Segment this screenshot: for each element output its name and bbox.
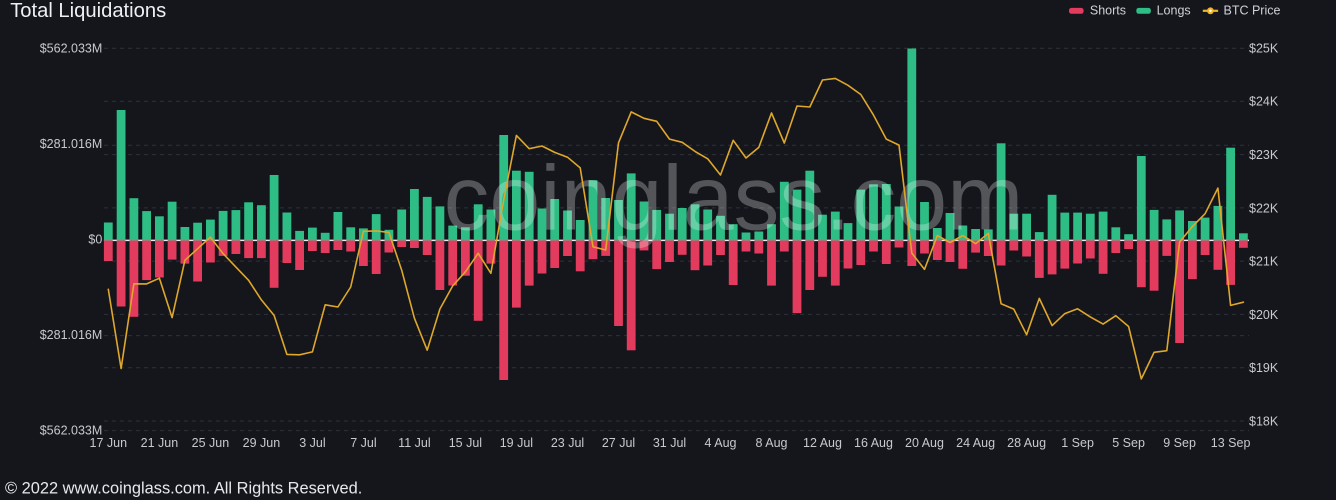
svg-text:$24K: $24K	[1249, 95, 1279, 109]
svg-text:19 Jul: 19 Jul	[500, 436, 533, 450]
svg-text:17 Jun: 17 Jun	[90, 436, 128, 450]
svg-text:13 Sep: 13 Sep	[1211, 436, 1251, 450]
svg-text:$281.016M: $281.016M	[40, 328, 103, 342]
svg-text:© 2022 www.coinglass.com. All: © 2022 www.coinglass.com. All Rights Res…	[5, 479, 362, 497]
svg-text:21 Jun: 21 Jun	[141, 436, 179, 450]
svg-text:Longs: Longs	[1157, 4, 1191, 18]
svg-text:$23K: $23K	[1249, 148, 1279, 162]
svg-text:$25K: $25K	[1249, 41, 1279, 55]
svg-text:8 Aug: 8 Aug	[756, 436, 788, 450]
svg-text:$22K: $22K	[1249, 201, 1279, 215]
svg-text:15 Jul: 15 Jul	[449, 436, 482, 450]
svg-text:20 Aug: 20 Aug	[905, 436, 944, 450]
svg-text:Shorts: Shorts	[1090, 4, 1126, 18]
svg-text:$18K: $18K	[1249, 414, 1279, 428]
svg-text:27 Jul: 27 Jul	[602, 436, 635, 450]
svg-text:23 Jul: 23 Jul	[551, 436, 584, 450]
svg-text:$562.033M: $562.033M	[40, 424, 103, 438]
svg-text:$19K: $19K	[1249, 361, 1279, 375]
svg-text:12 Aug: 12 Aug	[803, 436, 842, 450]
svg-text:28 Aug: 28 Aug	[1007, 436, 1046, 450]
svg-text:5 Sep: 5 Sep	[1112, 436, 1145, 450]
svg-text:11 Jul: 11 Jul	[398, 436, 430, 450]
svg-text:9 Sep: 9 Sep	[1163, 436, 1196, 450]
svg-text:1 Sep: 1 Sep	[1061, 436, 1094, 450]
svg-text:29 Jun: 29 Jun	[243, 436, 281, 450]
svg-text:BTC Price: BTC Price	[1224, 4, 1281, 18]
svg-text:$20K: $20K	[1249, 308, 1279, 322]
svg-text:$281.016M: $281.016M	[40, 137, 103, 151]
svg-text:25 Jun: 25 Jun	[192, 436, 230, 450]
svg-text:coinglass.com: coinglass.com	[444, 148, 1024, 250]
svg-text:16 Aug: 16 Aug	[854, 436, 893, 450]
svg-text:$0: $0	[88, 233, 102, 247]
svg-text:24 Aug: 24 Aug	[956, 436, 995, 450]
svg-text:$21K: $21K	[1249, 255, 1279, 269]
svg-text:31 Jul: 31 Jul	[653, 436, 686, 450]
svg-text:7 Jul: 7 Jul	[350, 436, 376, 450]
svg-text:Total Liquidations: Total Liquidations	[10, 0, 166, 22]
svg-text:4 Aug: 4 Aug	[705, 436, 737, 450]
svg-text:$562.033M: $562.033M	[40, 42, 103, 56]
svg-text:3 Jul: 3 Jul	[299, 436, 325, 450]
